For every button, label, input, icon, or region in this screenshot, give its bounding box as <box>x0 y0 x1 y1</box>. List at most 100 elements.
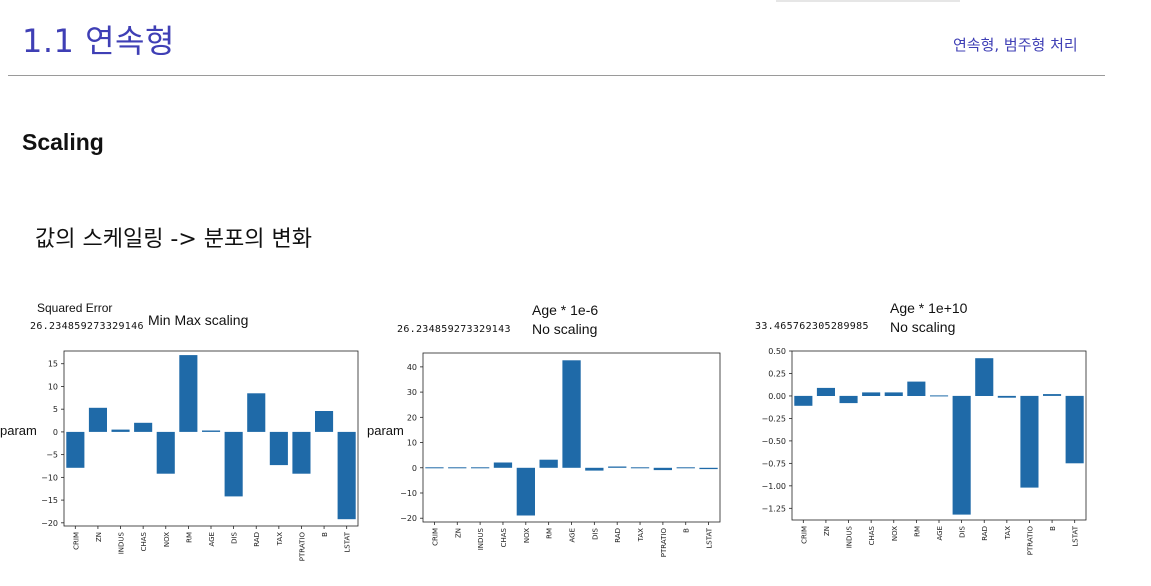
y-tick-label: −0.50 <box>761 437 786 446</box>
bar-lstat <box>699 467 718 470</box>
bar-crim <box>794 395 813 406</box>
bar-tax <box>630 467 650 469</box>
bar-nox <box>156 431 175 474</box>
bar-rad <box>608 466 627 468</box>
bar-lstat <box>1065 395 1084 464</box>
bar-tax <box>997 395 1016 398</box>
bar-ptratio <box>292 431 311 474</box>
chart3-title-line1: Age * 1e+10 <box>890 300 968 316</box>
bar-zn <box>88 407 107 432</box>
bar-zn <box>816 387 835 396</box>
x-tick-label-b: B <box>1049 526 1057 531</box>
bar-indus <box>839 395 858 404</box>
x-tick-label-tax: TAX <box>1004 526 1012 541</box>
x-tick-label-chas: CHAS <box>500 527 508 547</box>
y-tick-label: 10 <box>407 439 417 448</box>
y-tick-label: 0.00 <box>768 392 786 401</box>
chart3-error-value: 33.465762305289985 <box>755 321 869 332</box>
x-tick-label-b: B <box>683 528 691 533</box>
y-tick-label: −0.25 <box>761 414 786 423</box>
chart2-error-value: 26.234859273329143 <box>397 324 511 335</box>
y-tick-label: −20 <box>400 514 417 523</box>
x-tick-label-tax: TAX <box>276 532 284 547</box>
x-tick-label-nox: NOX <box>163 532 171 547</box>
x-tick-label-dis: DIS <box>959 525 967 537</box>
x-tick-label-age: AGE <box>569 528 577 543</box>
y-tick-label: −10 <box>400 489 417 498</box>
slide-title: 1.1 연속형 <box>22 22 175 60</box>
x-tick-label-age: AGE <box>936 526 944 541</box>
x-tick-label-lstat: LSTAT <box>344 531 352 552</box>
x-tick-label-chas: CHAS <box>140 531 148 551</box>
x-tick-label-ptratio: PTRATIO <box>1026 526 1034 556</box>
x-tick-label-lstat: LSTAT <box>1072 525 1080 546</box>
x-tick-label-chas: CHAS <box>868 525 876 545</box>
x-tick-label-rad: RAD <box>253 532 261 547</box>
y-tick-label: 0.25 <box>768 369 786 378</box>
bar-nox <box>884 392 903 396</box>
x-tick-label-b: B <box>321 532 329 537</box>
y-tick-label: 15 <box>48 360 58 369</box>
bar-rm <box>907 381 926 396</box>
chart2-title-line2: No scaling <box>532 321 598 337</box>
chart1-error-value: 26.234859273329146 <box>30 321 144 332</box>
bar-age <box>930 395 949 397</box>
x-tick-label-nox: NOX <box>523 528 531 543</box>
x-tick-label-lstat: LSTAT <box>706 527 714 548</box>
y-tick-label: −1.00 <box>761 482 786 491</box>
bar-indus <box>111 429 130 432</box>
x-tick-label-zn: ZN <box>823 526 831 536</box>
y-tick-label: 0.50 <box>768 347 786 356</box>
x-tick-label-rad: RAD <box>614 528 622 543</box>
x-tick-label-zn: ZN <box>454 528 462 538</box>
squared-error-label: Squared Error <box>37 301 113 315</box>
bar-zn <box>448 467 467 469</box>
bar-chas <box>134 422 153 432</box>
x-tick-label-dis: DIS <box>231 531 239 543</box>
y-tick-label: 30 <box>407 388 417 397</box>
y-tick-label: 0 <box>412 464 417 473</box>
x-tick-label-crim: CRIM <box>431 528 439 546</box>
y-tick-label: 0 <box>53 428 58 437</box>
bar-crim <box>66 431 85 468</box>
x-tick-label-zn: ZN <box>95 532 103 542</box>
plot-frame <box>791 350 1087 521</box>
bar-rm <box>179 355 198 432</box>
y-tick-label: 20 <box>407 413 417 422</box>
x-tick-label-age: AGE <box>208 532 216 547</box>
bar-ptratio <box>653 467 672 471</box>
bar-b <box>676 467 695 469</box>
x-tick-label-crim: CRIM <box>72 532 80 550</box>
chart2-title-line1: Age * 1e-6 <box>532 302 599 318</box>
bar-age <box>562 360 581 468</box>
bar-lstat <box>337 431 356 520</box>
x-tick-label-rad: RAD <box>981 526 989 541</box>
chart3-title-line2: No scaling <box>890 319 956 335</box>
x-tick-label-rm: RM <box>185 532 193 543</box>
x-tick-label-indus: INDUS <box>846 525 854 548</box>
y-tick-label: −0.75 <box>761 459 786 468</box>
chart1-title: Min Max scaling <box>148 312 249 328</box>
y-tick-label: 5 <box>53 405 58 414</box>
y-tick-label: −1.25 <box>761 504 786 513</box>
header-divider <box>8 75 1105 76</box>
bar-nox <box>516 467 535 516</box>
bar-rad <box>247 393 266 432</box>
x-tick-label-tax: TAX <box>637 528 645 543</box>
slide-header-right: 연속형, 범주형 처리 <box>953 36 1078 54</box>
chart2-ylabel: param <box>367 423 404 438</box>
y-tick-label: 40 <box>407 363 417 372</box>
bar-rm <box>539 459 558 468</box>
bar-ptratio <box>1020 395 1039 488</box>
bar-chas <box>862 392 881 396</box>
chart1-ylabel: param <box>0 423 37 438</box>
x-tick-label-indus: INDUS <box>118 531 126 554</box>
x-tick-label-indus: INDUS <box>477 527 485 550</box>
bar-dis <box>952 395 971 515</box>
bar-chas <box>493 462 513 468</box>
y-tick-label: −20 <box>41 519 58 528</box>
x-tick-label-crim: CRIM <box>800 526 808 544</box>
bar-b <box>1043 394 1062 396</box>
